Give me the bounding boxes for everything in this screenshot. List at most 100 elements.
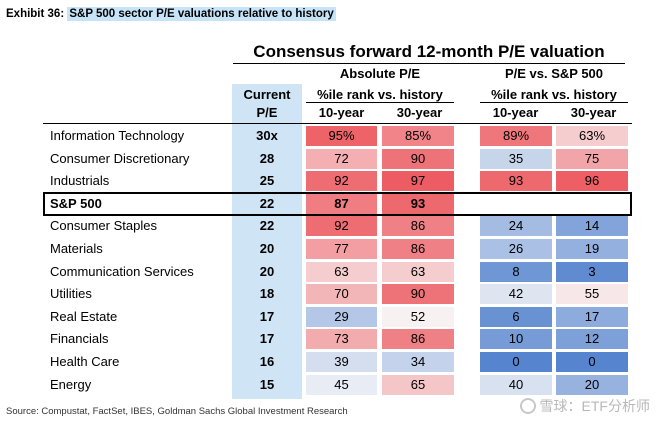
table-main-title: Consensus forward 12-month P/E valuation (253, 42, 605, 61)
percentile-cell-rel10: 10 (480, 329, 552, 350)
percentile-cell-rel30: 12 (556, 329, 628, 350)
percentile-cell-rel10: 40 (480, 374, 552, 395)
current-pe-value: 17 (259, 308, 275, 324)
snowball-logo-icon (519, 398, 536, 414)
year30-header-absolute: 30-year (396, 105, 443, 120)
percentile-cell-abs10: 29 (306, 306, 377, 327)
current-pe-value: 16 (259, 354, 275, 369)
rank-header-relative: %ile rank vs. history (491, 87, 617, 102)
current-pe-value: 28 (259, 150, 275, 166)
table-row: Materials 20 77 86 26 19 (0, 238, 660, 260)
sector-label: Consumer Staples (50, 218, 157, 234)
percentile-cell-rel30: 55 (556, 284, 628, 305)
percentile-cell-abs10: 92 (306, 216, 377, 237)
sector-label: S&P 500 (50, 195, 102, 211)
relative-pe-header: P/E vs. S&P 500 (504, 66, 604, 81)
watermark-text: 雪球：ETF分析师 (539, 398, 650, 414)
percentile-cell-abs10: 45 (306, 374, 377, 395)
percentile-cell-rel10: 35 (480, 148, 552, 169)
rank-underline-relative (480, 102, 628, 103)
percentile-cell-abs30: 90 (382, 284, 454, 305)
percentile-cell-abs30: 86 (382, 216, 454, 237)
percentile-cell-rel30: 20 (556, 374, 628, 395)
current-pe-value: 20 (259, 263, 275, 279)
percentile-cell-rel30: 17 (556, 306, 628, 327)
rank-underline-absolute (306, 102, 454, 103)
sector-label: Consumer Discretionary (50, 150, 190, 166)
absolute-pe-header: Absolute P/E (339, 66, 421, 81)
sector-label: Health Care (50, 354, 120, 369)
percentile-cell-rel10: 93 (480, 171, 552, 192)
percentile-cell-abs30: 93 (382, 193, 454, 214)
current-header-line1: Current (243, 87, 291, 102)
percentile-cell-abs10: 63 (306, 261, 377, 282)
exhibit-heading: Exhibit 36: S&P 500 sector P/E valuation… (6, 7, 336, 21)
current-pe-value: 22 (259, 218, 275, 234)
current-pe-value: 18 (259, 286, 275, 302)
percentile-cell-rel10: 8 (480, 261, 552, 282)
table-row: Communication Services 20 63 63 8 3 (0, 261, 660, 283)
title-underline (233, 63, 625, 64)
percentile-cell-rel10: 89% (480, 126, 552, 146)
percentile-cell-rel10: 26 (480, 239, 552, 259)
table-row: Energy 15 45 65 40 20 (0, 374, 660, 396)
sector-label: Energy (50, 376, 92, 392)
sp500-highlight-box (43, 192, 632, 216)
sector-label: Real Estate (50, 308, 118, 324)
year10-header-relative: 10-year (492, 105, 539, 120)
percentile-cell-abs30: 34 (382, 352, 454, 372)
percentile-cell-abs30: 97 (382, 171, 454, 192)
current-pe-value: 25 (259, 173, 275, 189)
current-pe-value: 20 (259, 241, 275, 256)
rank-header-absolute: %ile rank vs. history (317, 87, 443, 102)
year10-header-absolute: 10-year (318, 105, 365, 120)
current-pe-value: 22 (259, 195, 275, 211)
current-pe-value: 15 (259, 376, 275, 392)
sector-label: Financials (50, 331, 109, 347)
current-header-line2: P/E (256, 105, 278, 120)
sector-label: Communication Services (50, 263, 194, 279)
table-row: Consumer Discretionary 28 72 90 35 75 (0, 148, 660, 170)
percentile-cell-rel30: 75 (556, 148, 628, 169)
table-row: Utilities 18 70 90 42 55 (0, 283, 660, 305)
sector-label: Utilities (50, 286, 92, 302)
percentile-cell-rel30: 3 (556, 261, 628, 282)
percentile-cell-abs30: 90 (382, 148, 454, 169)
exhibit-label: Exhibit 36: (6, 8, 65, 20)
percentile-cell-abs10: 95% (306, 126, 377, 146)
current-pe-column-bg (232, 84, 302, 399)
table-row: Information Technology 30x 95% 85% 89% 63% (0, 125, 660, 147)
source-note: Source: Compustat, FactSet, IBES, Goldma… (6, 406, 348, 417)
table-row: Financials 17 73 86 10 12 (0, 328, 660, 350)
percentile-cell-rel10: 0 (480, 352, 552, 372)
percentile-cell-abs10: 87 (306, 193, 377, 214)
sector-label: Industrials (50, 173, 110, 189)
percentile-cell-abs30: 63 (382, 261, 454, 282)
watermark: 雪球：ETF分析师 (519, 396, 650, 416)
percentile-cell-abs30: 85% (382, 126, 454, 146)
sector-label: Information Technology (50, 128, 185, 143)
percentile-cell-rel10: 42 (480, 284, 552, 305)
percentile-cell-abs30: 86 (382, 239, 454, 259)
percentile-cell-abs10: 92 (306, 171, 377, 192)
percentile-cell-abs30: 65 (382, 374, 454, 395)
sector-label: Materials (50, 241, 103, 256)
current-pe-value: 30x (256, 128, 278, 143)
percentile-cell-abs10: 72 (306, 148, 377, 169)
table-row: Real Estate 17 29 52 6 17 (0, 306, 660, 328)
header-bottom-rule (43, 123, 632, 124)
percentile-cell-rel10: 24 (480, 216, 552, 237)
table-row: Consumer Staples 22 92 86 24 14 (0, 215, 660, 237)
percentile-cell-abs10: 39 (306, 352, 377, 372)
percentile-cell-abs10: 70 (306, 284, 377, 305)
percentile-cell-abs10: 73 (306, 329, 377, 350)
percentile-cell-rel30: 14 (556, 216, 628, 237)
sp500-row: S&P 500 22 87 93 (0, 193, 660, 215)
percentile-cell-abs30: 52 (382, 306, 454, 327)
percentile-cell-rel30: 63% (556, 126, 628, 146)
percentile-cell-rel10: 6 (480, 306, 552, 327)
current-pe-value: 17 (259, 331, 275, 347)
percentile-cell-rel30: 19 (556, 239, 628, 259)
table-row: Health Care 16 39 34 0 0 (0, 351, 660, 373)
percentile-cell-abs30: 86 (382, 329, 454, 350)
